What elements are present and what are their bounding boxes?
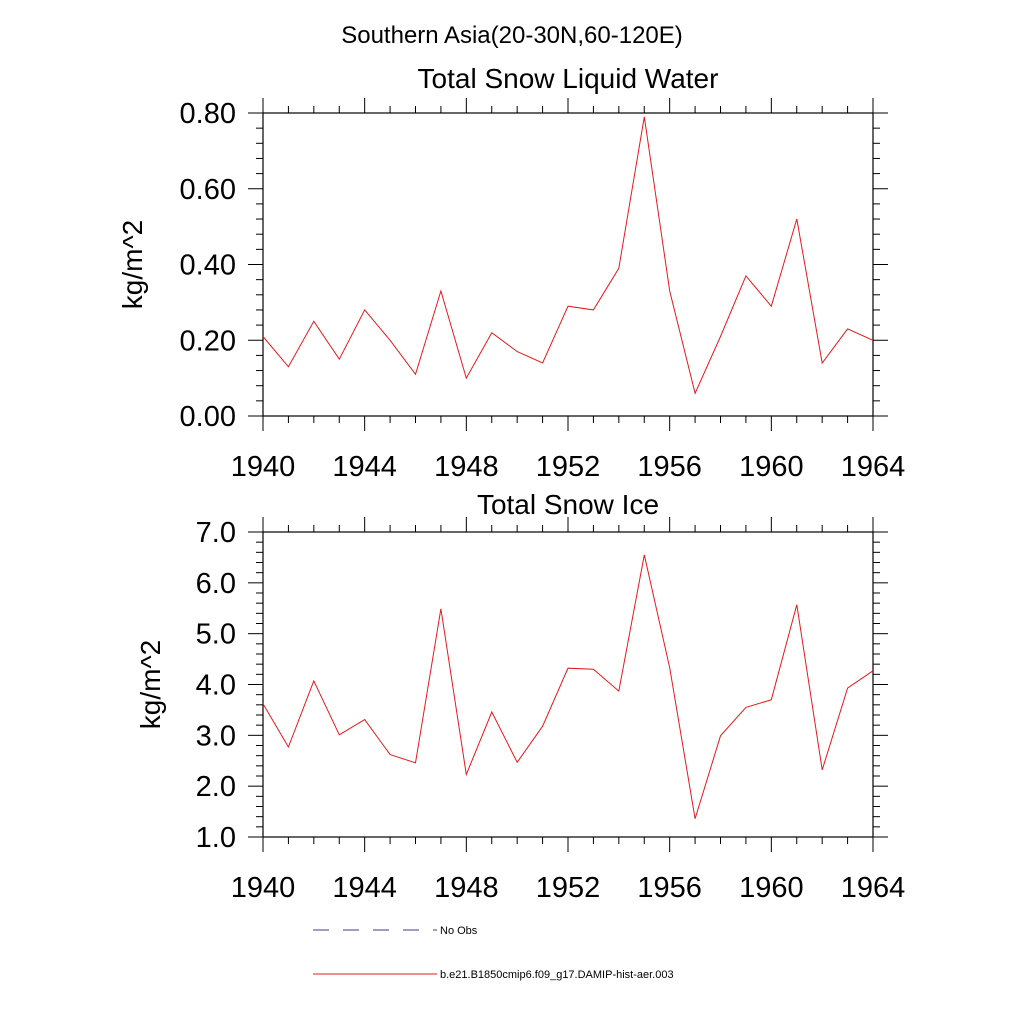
x-tick-label: 1956 [637,872,702,904]
series-line-1 [262,554,874,819]
figure-suptitle: Southern Asia(20-30N,60-120E) [341,22,683,49]
legend-model-label: b.e21.B1850cmip6.f09_g17.DAMIP-hist-aer.… [440,969,674,981]
y-tick-label: 0.80 [180,98,236,130]
plot-frame [262,531,874,838]
x-tick-label: 1964 [841,872,906,904]
y-tick-label: 0.60 [180,174,236,206]
chart-panel-1: Total Snow Liquid Water kg/m^2 1940 1944 194… [117,63,905,483]
x-tick-label: 1964 [841,451,906,483]
x-tick-label: 1940 [231,872,296,904]
y-tick-label: 0.20 [180,325,236,357]
legend: No Obs b.e21.B1850cmip6.f09_g17.DAMIP-hi… [313,925,674,981]
x-tick-label: 1940 [231,451,296,483]
y-tick-label: 5.0 [196,619,236,651]
legend-no-obs-label: No Obs [440,925,478,937]
x-tick-label: 1944 [332,872,397,904]
y-tick-label: 1.0 [196,822,236,854]
y-tick-label: 0.00 [180,401,236,433]
y-tick-label: 3.0 [196,720,236,752]
y-tick-label: 0.40 [180,250,236,282]
y-tick-label: 7.0 [196,517,236,549]
y-axis-label: kg/m^2 [135,640,166,729]
x-tick-label: 1960 [739,451,804,483]
y-tick-label: 2.0 [196,771,236,803]
y-axis-label: kg/m^2 [117,220,148,309]
x-tick-label: 1952 [536,872,601,904]
y-tick-label: 4.0 [196,670,236,702]
chart-panel-2: Total Snow Ice kg/m^2 1940 1944 1948 1952 1956… [135,489,905,904]
plot-frame [262,112,874,417]
y-tick-label: 6.0 [196,568,236,600]
x-tick-label: 1948 [434,451,499,483]
x-tick-label: 1948 [434,872,499,904]
x-tick-label: 1956 [637,451,702,483]
chart-title: Total Snow Ice [477,489,659,520]
series-line-1 [262,116,874,395]
x-tick-label: 1944 [332,451,397,483]
chart-title: Total Snow Liquid Water [418,63,719,94]
chart-panels: Total Snow Liquid Water kg/m^2 1940 1944 194… [117,63,905,904]
x-tick-label: 1952 [536,451,601,483]
x-tick-label: 1960 [739,872,804,904]
